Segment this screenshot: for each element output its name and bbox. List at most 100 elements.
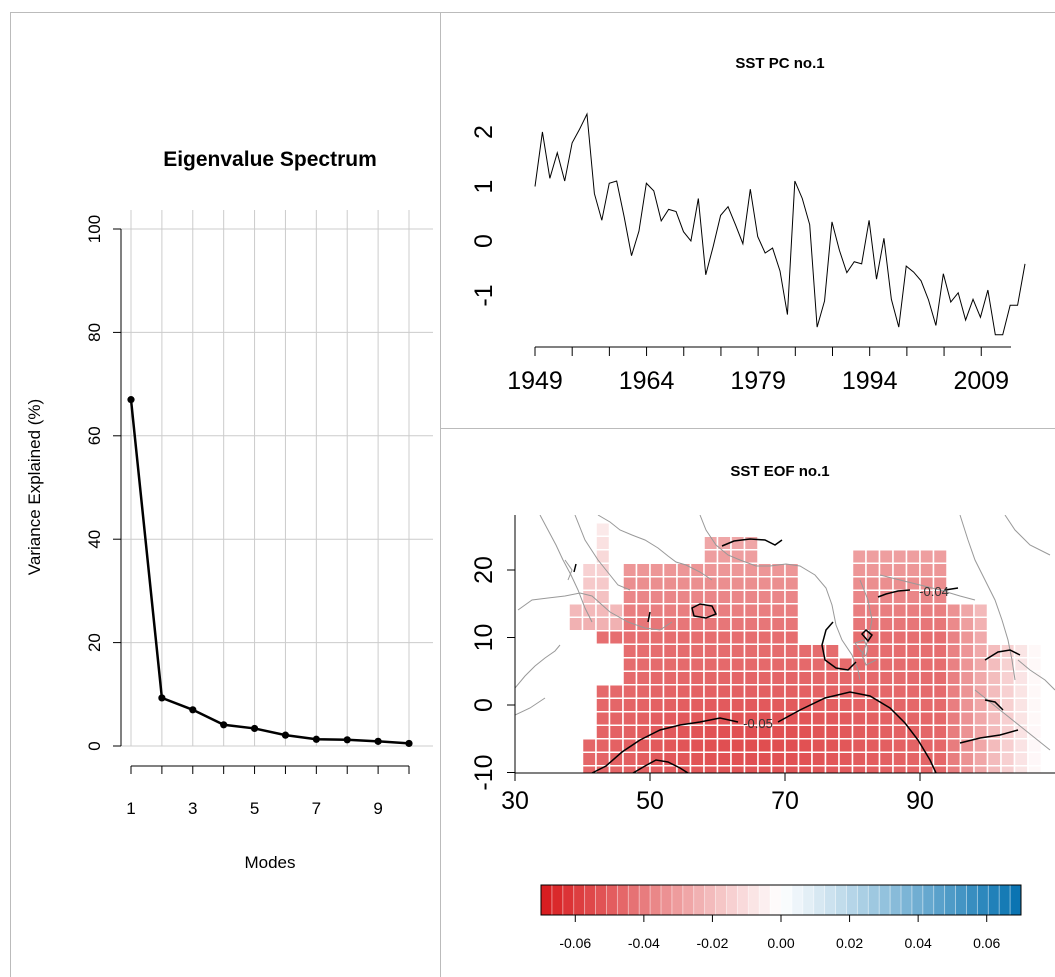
eof-cell xyxy=(1013,670,1029,686)
eigen-point xyxy=(405,739,413,748)
colorbar-tick-label: 0.04 xyxy=(905,935,932,951)
eof-cell xyxy=(743,684,759,699)
eof-cell xyxy=(784,684,800,699)
eof-cell xyxy=(851,616,867,632)
eof-cell xyxy=(959,630,975,645)
eof-cell xyxy=(649,643,665,659)
eof-cell xyxy=(892,684,908,699)
colorbar-step xyxy=(977,885,989,915)
eof-cell xyxy=(622,657,638,672)
eof-cell xyxy=(892,724,908,740)
eof-cell xyxy=(905,616,921,632)
eigen-y-tick-label: 0 xyxy=(85,741,104,750)
eof-cell xyxy=(892,643,908,659)
eof-cell xyxy=(784,630,800,645)
eof-cell xyxy=(1013,643,1029,659)
eof-y-tick-label: -10 xyxy=(470,754,498,790)
eof-cell xyxy=(608,711,624,726)
eof-cell xyxy=(851,589,867,605)
eof-cell xyxy=(662,630,678,645)
eof-cell xyxy=(1000,738,1016,753)
eof-cell xyxy=(784,603,800,618)
eof-cell xyxy=(743,630,759,645)
eof-cell xyxy=(743,603,759,618)
eof-cell xyxy=(797,738,813,753)
eof-cell xyxy=(770,684,786,699)
eof-cell xyxy=(622,643,638,659)
eof-cell xyxy=(595,724,611,740)
eof-cell xyxy=(676,684,692,699)
eof-cell xyxy=(932,751,948,767)
eof-cell xyxy=(919,562,935,578)
pc-y-tick-label: 2 xyxy=(470,125,498,139)
eof-cell xyxy=(784,657,800,672)
eof-cell xyxy=(595,549,611,564)
eof-cell xyxy=(757,738,773,753)
eof-cell xyxy=(905,549,921,564)
eof-cell xyxy=(743,589,759,605)
eigen-x-tick-label: 3 xyxy=(188,799,197,818)
colorbar-step xyxy=(639,885,651,915)
eof-cell xyxy=(622,751,638,767)
eof-cell xyxy=(986,643,1002,659)
eof-cell xyxy=(797,711,813,726)
eof-x-tick-label: 50 xyxy=(636,787,664,815)
eof-cell xyxy=(1027,684,1043,699)
eof-cell xyxy=(932,603,948,618)
eof-cell xyxy=(932,738,948,753)
eof-cell xyxy=(608,616,624,632)
pc-x-tick-label: 2009 xyxy=(953,367,1009,395)
eof-cell xyxy=(932,724,948,740)
eigen-x-tick-label: 5 xyxy=(250,799,259,818)
eof-cell xyxy=(865,562,881,578)
eof-cell xyxy=(1013,738,1029,753)
eof-cell xyxy=(865,751,881,767)
eof-cell xyxy=(878,562,894,578)
eof-cell xyxy=(838,697,854,713)
eof-cell xyxy=(595,684,611,699)
eof-cell xyxy=(811,738,827,753)
eof-cell xyxy=(1027,738,1043,753)
eof-cell xyxy=(757,616,773,632)
eof-cell xyxy=(743,535,759,551)
eigen-x-tick-label: 1 xyxy=(126,799,135,818)
eigen-x-tick-label: 7 xyxy=(312,799,321,818)
colorbar-step xyxy=(868,885,880,915)
eof-cell xyxy=(838,670,854,686)
eof-cell xyxy=(892,670,908,686)
contour-label-004: -0.04 xyxy=(919,584,949,599)
eof-cell xyxy=(973,603,989,618)
eof-cell xyxy=(635,576,651,591)
eof-cell xyxy=(959,724,975,740)
eof-cell xyxy=(784,643,800,659)
eof-cell xyxy=(649,697,665,713)
eigen-points xyxy=(127,396,413,748)
eof-cell xyxy=(676,616,692,632)
eof-cell xyxy=(824,697,840,713)
eof-cell xyxy=(932,711,948,726)
eof-cell xyxy=(770,589,786,605)
eof-cell xyxy=(743,643,759,659)
eof-cell xyxy=(770,616,786,632)
eof-cell xyxy=(716,751,732,767)
eof-cell xyxy=(797,724,813,740)
eof-cell xyxy=(932,684,948,699)
colorbar-step xyxy=(802,885,815,915)
eof-cell xyxy=(1027,711,1043,726)
eof-map: -0.04 -0.05 xyxy=(515,515,1055,773)
eof-cell xyxy=(635,589,651,605)
eof-cell xyxy=(770,738,786,753)
eof-cell xyxy=(743,657,759,672)
eof-cell xyxy=(676,697,692,713)
eof-cell xyxy=(784,697,800,713)
colorbar-step xyxy=(911,885,924,915)
eigen-point xyxy=(312,735,320,743)
eof-cell xyxy=(581,576,597,591)
eof-cell xyxy=(865,738,881,753)
colorbar-step xyxy=(715,885,727,915)
eof-cell xyxy=(703,670,719,686)
eof-cell xyxy=(730,684,746,699)
eof-cell xyxy=(892,657,908,672)
pc-series-line xyxy=(534,112,1026,336)
eof-cell xyxy=(716,670,732,686)
